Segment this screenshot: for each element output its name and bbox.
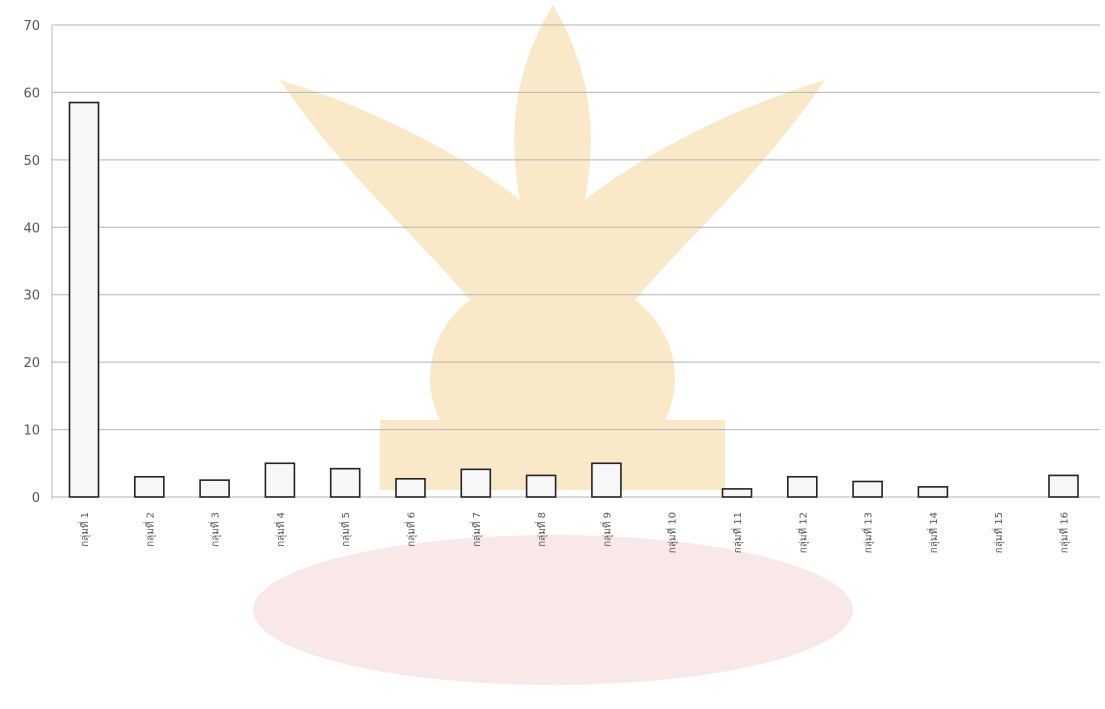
bar [134, 475, 165, 498]
watermark-emblem [253, 5, 853, 685]
y-tick-label: 20 [23, 356, 40, 371]
bar [721, 488, 753, 498]
x-tick-label: กลุ่มที่ 10 [665, 512, 679, 553]
y-tick-label: 70 [23, 19, 40, 34]
x-tick-label: กลุ่มที่ 7 [469, 512, 483, 547]
bars [68, 101, 1079, 498]
bar [1048, 474, 1079, 498]
x-tick-label: กลุ่มที่ 2 [142, 512, 156, 547]
bar [525, 474, 557, 498]
x-tick-label: กลุ่มที่ 16 [1057, 512, 1071, 553]
bar [68, 101, 100, 498]
x-tick-label: กลุ่มที่ 15 [991, 512, 1005, 553]
bar [591, 462, 622, 498]
x-tick-label: กลุ่มที่ 5 [338, 512, 352, 547]
y-tick-labels: 0 10 20 30 40 50 60 70 [23, 19, 40, 506]
y-tick-label: 10 [23, 424, 40, 439]
y-tick-label: 60 [23, 86, 40, 101]
bar [329, 467, 361, 498]
x-tick-label: กลุ่มที่ 13 [861, 512, 875, 553]
y-tick-label: 50 [23, 154, 40, 169]
x-tick-label: กลุ่มที่ 12 [795, 512, 809, 553]
bar [786, 475, 818, 498]
x-tick-label: กลุ่มที่ 6 [404, 512, 418, 547]
x-tick-label: กลุ่มที่ 8 [534, 512, 548, 547]
bar [199, 479, 230, 498]
y-tick-label: 40 [23, 221, 40, 236]
bar [395, 477, 426, 498]
bar [264, 462, 296, 498]
bar [852, 480, 883, 498]
x-tick-label: กลุ่มที่ 4 [273, 512, 287, 547]
x-tick-label: กลุ่มที่ 9 [599, 512, 613, 547]
x-tick-label: กลุ่มที่ 1 [77, 512, 91, 547]
x-category-labels: กลุ่มที่ 1 กลุ่มที่ 2 กลุ่มที่ 3 กลุ่มที่ 4… [77, 512, 1071, 553]
x-tick-label: กลุ่มที่ 14 [926, 512, 940, 553]
bar [460, 468, 492, 498]
y-tick-label: 30 [23, 289, 40, 304]
y-tick-label: 0 [32, 491, 40, 506]
bar [917, 486, 949, 498]
x-tick-label: กลุ่มที่ 11 [730, 512, 744, 553]
x-tick-label: กลุ่มที่ 3 [208, 512, 222, 547]
